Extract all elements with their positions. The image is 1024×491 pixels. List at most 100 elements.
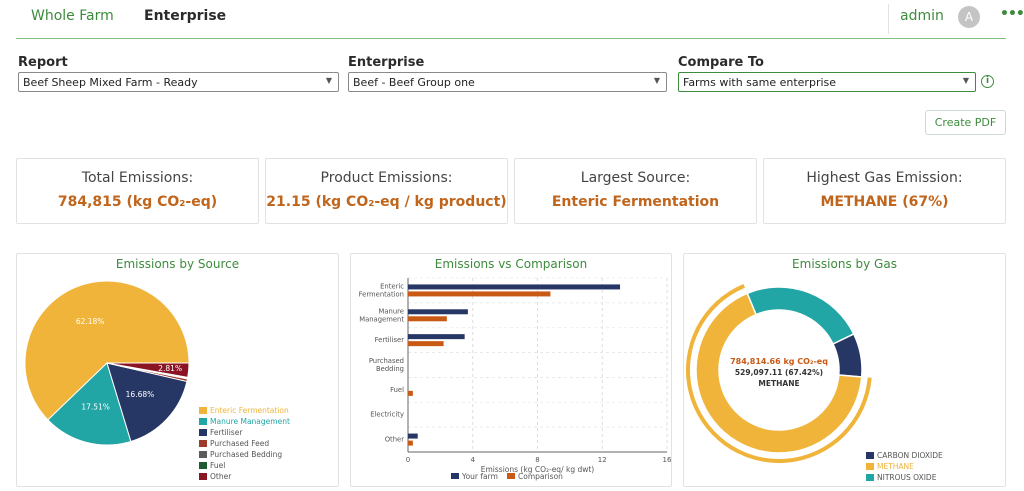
legend-item-fertiliser[interactable]: Fertiliser	[199, 428, 242, 437]
stat-card-value: 784,815 (kg CO₂-eq)	[57, 194, 218, 210]
chevron-down-icon: ▼	[653, 76, 660, 85]
enterprise-select-value: Beef - Beef Group one	[353, 76, 475, 89]
legend-item-other[interactable]: Other	[199, 472, 231, 481]
legend-swatch	[199, 429, 207, 436]
chart-title: Emissions vs Comparison	[434, 257, 588, 271]
donut-segment-methane[interactable]	[695, 292, 863, 454]
legend-item-manure-management[interactable]: Manure Management	[199, 417, 290, 426]
x-tick-label: 0	[406, 456, 410, 464]
legend-item-purchased-bedding[interactable]: Purchased Bedding	[199, 450, 282, 459]
bar-your-farm-manure-management[interactable]	[408, 309, 468, 315]
pie-data-label: 17.51%	[81, 403, 110, 412]
pie-slice-fertiliser[interactable]	[106, 362, 188, 443]
y-tick-label: Management	[359, 315, 404, 323]
pie-slice-enteric-fermentation[interactable]	[24, 280, 190, 421]
chevron-down-icon: ▼	[325, 76, 332, 85]
report-select[interactable]: Beef Sheep Mixed Farm - Ready ▼	[18, 72, 339, 92]
legend-label: Purchased Bedding	[210, 450, 283, 459]
legend-label: NITROUS OXIDE	[877, 473, 937, 482]
source-pie-chart: 62.18% 17.51% 16.68% 2.81%	[24, 280, 190, 446]
legend-swatch	[451, 473, 459, 479]
legend-label: Fuel	[210, 461, 226, 470]
legend-label-comparison[interactable]: Comparison	[518, 472, 563, 481]
stat-card-highest-gas: Highest Gas Emission: METHANE (67%)	[763, 158, 1006, 224]
y-tick-label: Electricity	[370, 411, 404, 419]
user-name[interactable]: admin	[900, 8, 944, 24]
more-icon[interactable]: •••	[1000, 6, 1024, 22]
legend-label: Other	[210, 472, 232, 481]
legend-item-methane[interactable]: METHANE	[866, 462, 914, 471]
x-tick-label: 4	[471, 456, 476, 464]
legend-item-enteric-fermentation[interactable]: Enteric Fermentation	[199, 406, 289, 415]
legend-swatch	[866, 463, 874, 470]
info-icon[interactable]: i	[981, 75, 994, 88]
legend-swatch	[199, 462, 207, 469]
donut-center-text: METHANE	[758, 379, 799, 388]
stat-card-largest-source: Largest Source: Enteric Fermentation	[514, 158, 757, 224]
donut-center-text: 529,097.11 (67.42%)	[735, 368, 823, 377]
bar-comparison-other[interactable]	[408, 440, 413, 446]
pie-data-label: 2.81%	[158, 364, 182, 373]
enterprise-select[interactable]: Beef - Beef Group one ▼	[348, 72, 667, 92]
y-tick-label: Fuel	[390, 386, 404, 394]
chart-title: Emissions by Source	[115, 257, 240, 271]
legend-item-purchased-feed[interactable]: Purchased Feed	[199, 439, 269, 448]
create-pdf-button[interactable]: Create PDF	[925, 110, 1006, 135]
bar-comparison-fertiliser[interactable]	[408, 341, 444, 347]
report-select-value: Beef Sheep Mixed Farm - Ready	[23, 76, 198, 89]
legend-swatch	[866, 474, 874, 481]
legend-label: Purchased Feed	[210, 439, 270, 448]
compare-label: Compare To	[678, 55, 764, 70]
legend-label: Manure Management	[210, 417, 290, 426]
pie-slice-manure-management[interactable]	[47, 362, 132, 446]
avatar[interactable]: A	[958, 6, 980, 28]
y-tick-label: Manure	[379, 307, 404, 315]
legend-label: Fertiliser	[210, 428, 243, 437]
report-label: Report	[18, 55, 68, 70]
stat-card-total: Total Emissions: 784,815 (kg CO₂-eq)	[16, 158, 259, 224]
compare-select-value: Farms with same enterprise	[683, 76, 837, 89]
tab-enterprise[interactable]: Enterprise	[144, 8, 227, 24]
bar-comparison-enteric-fermentation[interactable]	[408, 291, 551, 297]
pie-slice-other[interactable]	[106, 362, 190, 378]
stat-card-value: Enteric Fermentation	[551, 194, 720, 210]
donut-center-text: 784,814.66 kg CO₂-eq	[730, 357, 828, 366]
nav-underline	[16, 38, 1006, 39]
donut-segment-nitrous-oxide[interactable]	[746, 286, 855, 345]
y-tick-label: Bedding	[376, 365, 404, 373]
pie-data-label: 16.68%	[126, 390, 155, 399]
compare-select[interactable]: Farms with same enterprise ▼	[678, 72, 976, 92]
legend-swatch	[507, 473, 515, 479]
x-tick-label: 12	[598, 456, 607, 464]
x-axis-label: Emissions (kg CO₂-eq/ kg dwt)	[481, 465, 595, 474]
legend-swatch	[199, 407, 207, 414]
legend-item-nitrous-oxide[interactable]: NITROUS OXIDE	[866, 473, 936, 482]
stat-card-title: Largest Source:	[580, 170, 691, 186]
y-tick-label: Enteric	[380, 282, 404, 290]
bar-comparison-fuel[interactable]	[408, 390, 413, 396]
bar-your-farm-fertiliser[interactable]	[408, 334, 465, 340]
bar-your-farm-enteric-fermentation[interactable]	[408, 284, 621, 290]
legend-label: METHANE	[877, 462, 914, 471]
bar-comparison-manure-management[interactable]	[408, 316, 447, 322]
legend-label: Enteric Fermentation	[210, 406, 289, 415]
stat-card-product: Product Emissions: 21.15 (kg CO₂-eq / kg…	[265, 158, 508, 224]
stat-card-value: METHANE (67%)	[820, 194, 949, 210]
legend-item-fuel[interactable]: Fuel	[199, 461, 225, 470]
top-nav: Whole Farm Enterprise admin A •••	[0, 0, 1024, 38]
nav-divider	[888, 4, 889, 34]
tab-whole-farm[interactable]: Whole Farm	[31, 8, 114, 24]
legend-swatch	[199, 418, 207, 425]
emissions-vs-comparison-panel: Emissions vs Comparison 0 4 8 12 16 Enteric Fe…	[350, 253, 672, 487]
x-tick-label: 16	[663, 456, 671, 464]
pie-data-label: 62.18%	[76, 317, 105, 326]
legend-swatch	[199, 473, 207, 480]
stat-card-title: Product Emissions:	[320, 170, 453, 186]
legend-item-carbon-dioxide[interactable]: CARBON DIOXIDE	[866, 451, 943, 460]
y-tick-label: Purchased	[369, 357, 404, 365]
y-tick-label: Other	[385, 436, 405, 444]
stat-card-title: Highest Gas Emission:	[806, 170, 963, 186]
legend-label-your-farm[interactable]: Your farm	[461, 472, 498, 481]
bar-your-farm-other[interactable]	[408, 433, 418, 439]
